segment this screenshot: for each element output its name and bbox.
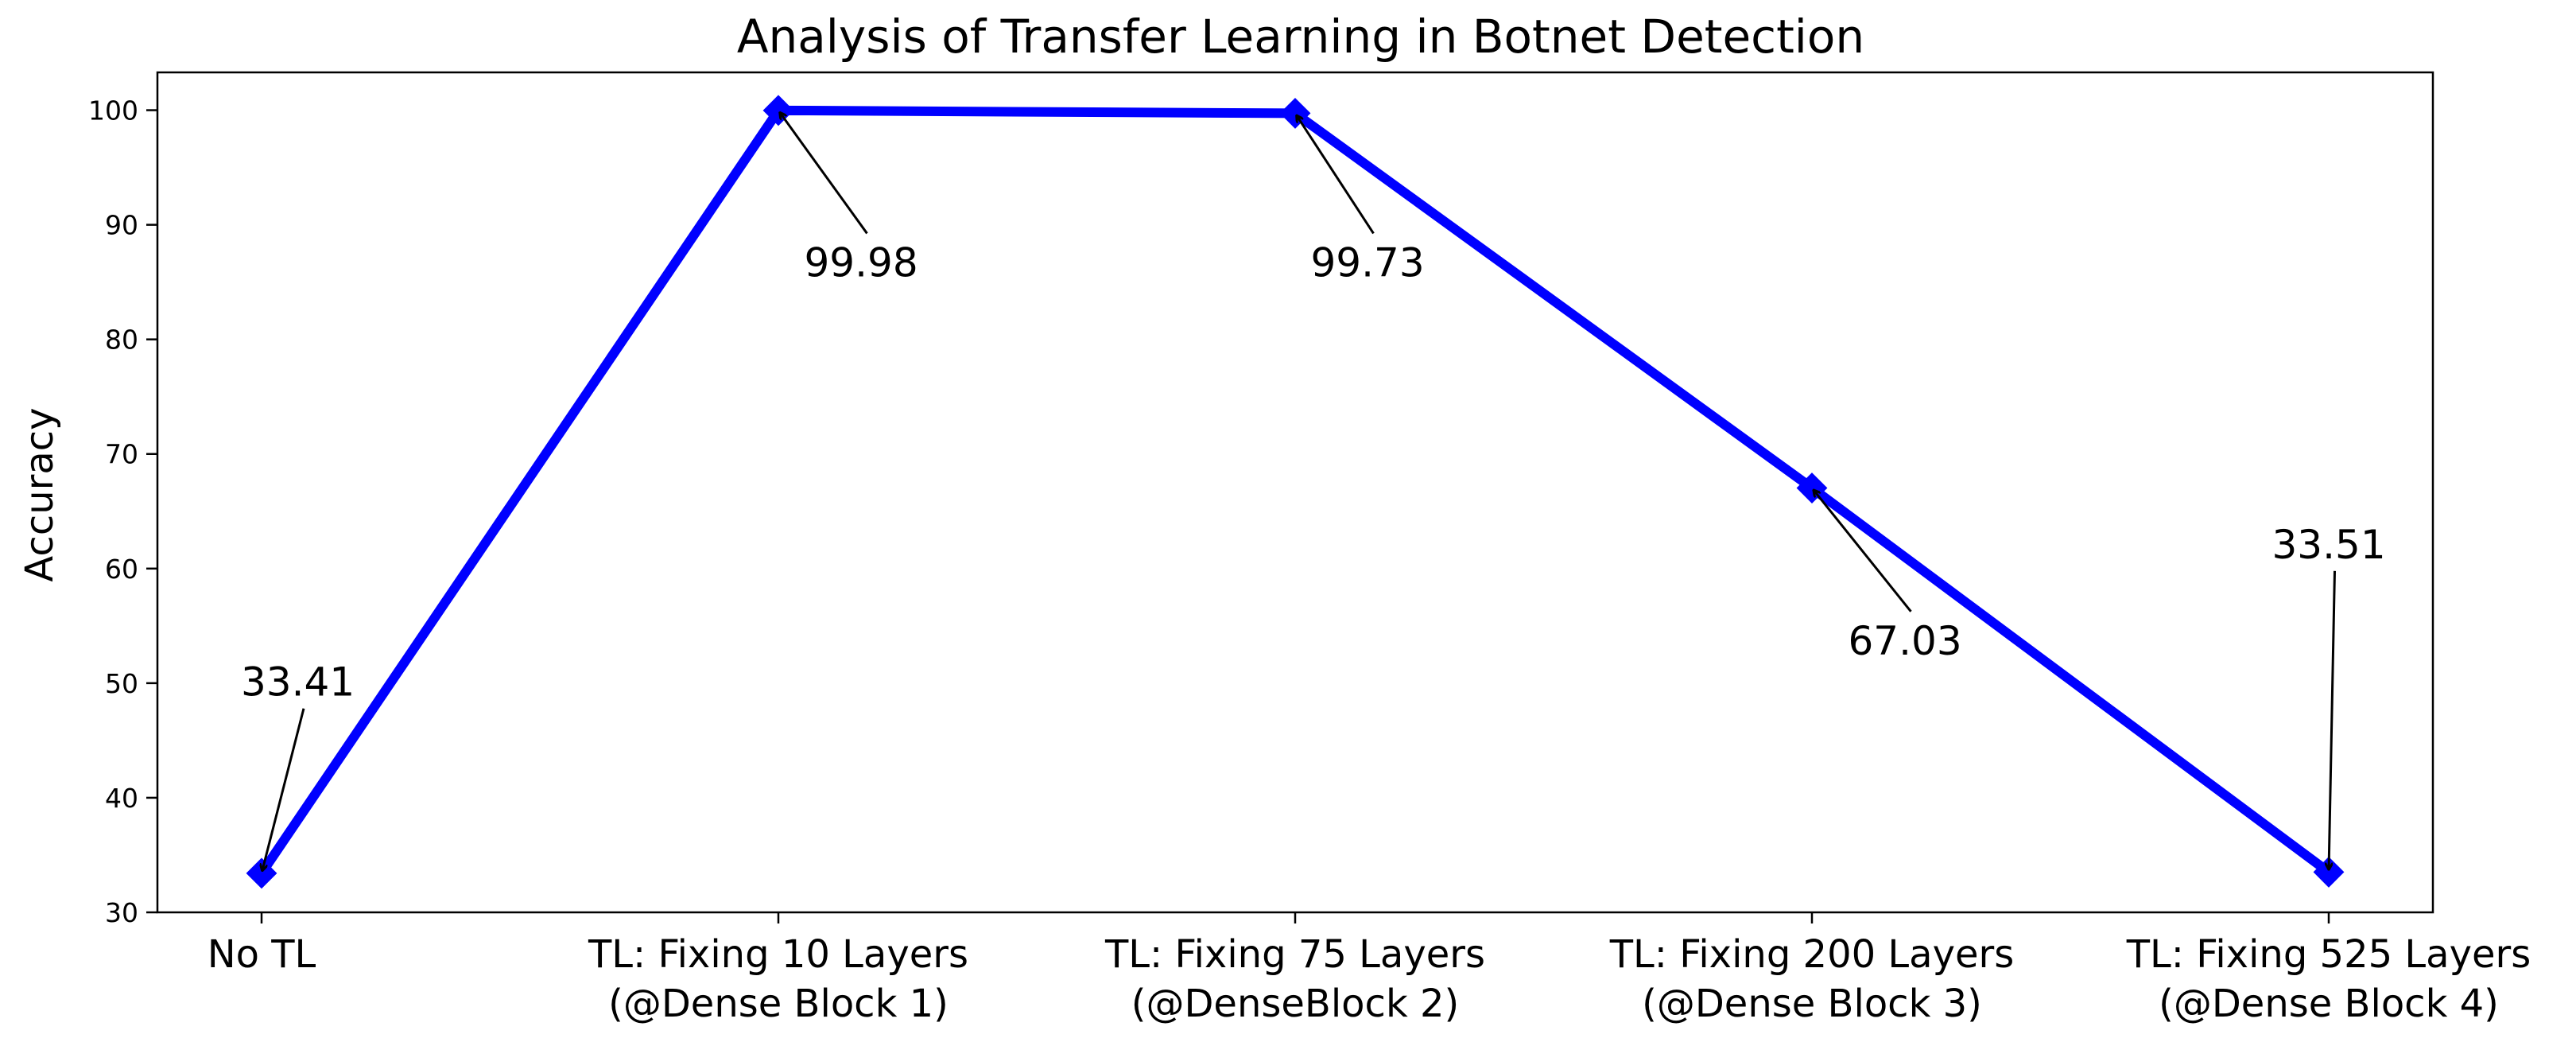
data-point-marker [246,857,277,889]
annotations: 33.41 99.98 99.73 67.03 33.51 [241,112,2386,871]
annotation-arrow [1814,490,1912,612]
plot-frame [156,71,2434,914]
y-tick-label: 40 [105,783,138,814]
chart-title: Analysis of Transfer Learning in Botnet … [737,10,1864,64]
series-line [257,105,2334,878]
y-tick-label: 30 [105,897,138,928]
y-tick-label: 50 [105,668,138,699]
x-tick-label: TL: Fixing 200 Layers [1609,932,2015,977]
data-point-marker [2313,857,2345,888]
data-label: 67.03 [1849,618,1962,664]
x-tick-label: No TL [208,932,316,977]
y-tick-label: 80 [105,325,138,356]
annotation-arrow [262,708,305,871]
axes: 30 40 50 60 70 80 90 100 No TL TL: Fixing 10 Laye… [88,71,2531,1026]
data-label: 99.98 [805,239,918,286]
series-layer [246,95,2345,889]
annotation-arrow [1297,115,1375,235]
x-tick-label: (@Dense Block 4) [2159,982,2499,1026]
annotation-arrow [2329,570,2336,870]
y-axis-label: Accuracy [17,407,62,581]
x-tick-label: TL: Fixing 75 Layers [1104,932,1485,977]
y-tick-label: 90 [105,210,138,241]
x-tick-label: (@Dense Block 1) [608,982,949,1026]
x-tick-label: TL: Fixing 10 Layers [588,932,968,977]
data-label: 99.73 [1311,239,1425,286]
y-tick-label: 70 [105,439,138,470]
annotation-arrow [780,112,868,235]
x-tick-label: (@DenseBlock 2) [1131,982,1460,1026]
data-label: 33.51 [2272,522,2386,568]
y-tick-label: 60 [105,554,138,585]
data-label: 33.41 [241,659,355,706]
y-tick-label: 100 [88,95,138,126]
x-tick-label: (@Dense Block 3) [1642,982,1982,1026]
x-tick-label: TL: Fixing 525 Layers [2126,932,2531,977]
